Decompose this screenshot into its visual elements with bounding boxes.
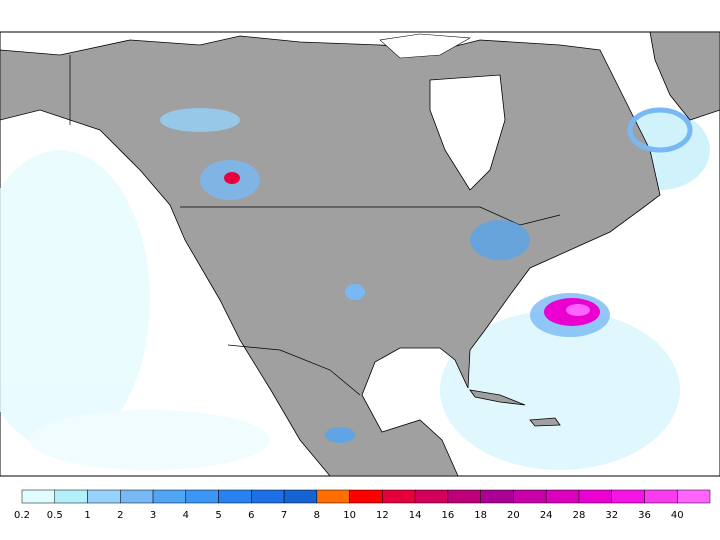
hudson-bay [429,74,506,191]
legend-label: 20 [507,510,520,521]
legend-label: 3 [150,510,156,521]
legend-label: 14 [409,510,422,521]
legend-label: 10 [343,510,356,521]
legend-label: 32 [605,510,618,521]
legend-label: 40 [671,510,684,521]
legend-swatch [644,489,678,504]
legend-swatch [578,489,612,504]
legend-swatch [611,489,645,504]
legend-swatch [676,489,711,504]
legend-swatch [218,489,252,504]
legend-swatch [414,489,449,504]
legend-swatch [382,489,416,504]
legend-swatch [120,489,154,504]
legend-label: 1 [84,510,90,521]
legend-swatch [316,489,350,504]
legend-label: 2 [117,510,123,521]
legend-label: 12 [376,510,389,521]
legend-label: 28 [573,510,586,521]
legend-label: 18 [474,510,487,521]
land-precip [160,107,693,443]
legend-swatch [349,489,383,504]
legend-swatch [87,489,121,504]
legend-label: 8 [314,510,320,521]
legend-label: 6 [248,510,254,521]
legend-swatch [54,489,88,504]
legend-label: 24 [540,510,553,521]
legend-label: 4 [183,510,189,521]
legend-swatch [447,489,481,504]
legend-swatch [513,489,547,504]
legend-label: 5 [215,510,221,521]
legend-label: 0.5 [47,510,63,521]
arctic-water [379,33,471,59]
borders [69,55,561,396]
legend-label: 7 [281,510,287,521]
legend: 0.2 0.5 1 2 3 4 5 6 7 8 10 12 14 16 18 20 24 28 32 36 40 [14,489,711,521]
legend-swatch [21,489,56,504]
legend-swatch [152,489,187,504]
legend-label: 16 [442,510,455,521]
legend-swatch [283,489,318,504]
legend-swatch [480,489,514,504]
legend-swatch [545,489,580,504]
legend-swatch [185,489,219,504]
ocean-precip [0,110,710,470]
legend-label: 36 [638,510,651,521]
legend-swatch [251,489,285,504]
legend-label: 0.2 [14,510,30,521]
